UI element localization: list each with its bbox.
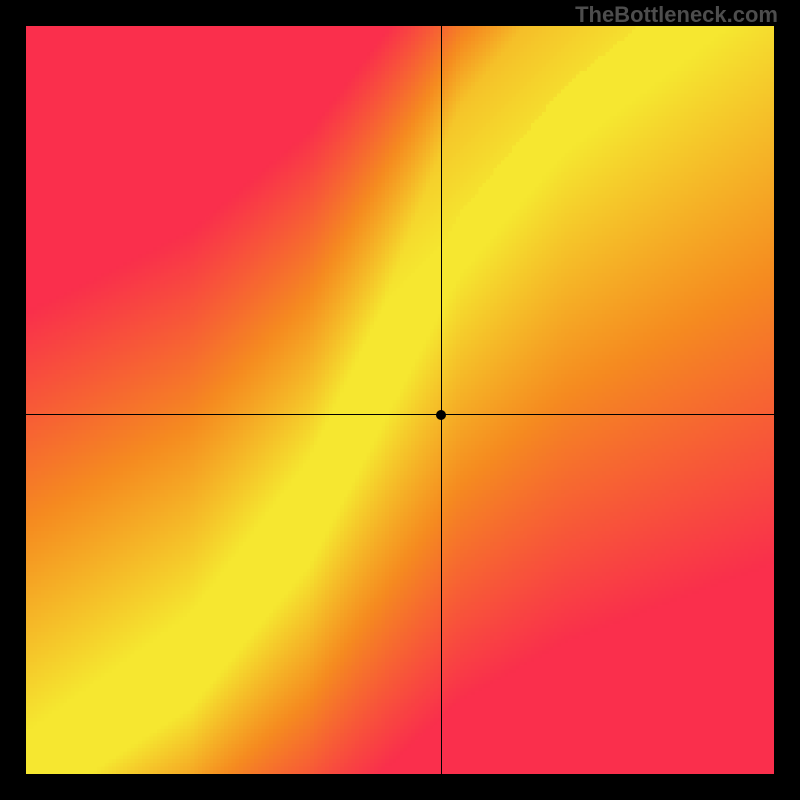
heatmap-canvas [26,26,774,774]
crosshair-horizontal [26,414,774,415]
watermark-text: TheBottleneck.com [575,2,778,28]
crosshair-vertical [441,26,442,774]
chart-container: TheBottleneck.com [0,0,800,800]
